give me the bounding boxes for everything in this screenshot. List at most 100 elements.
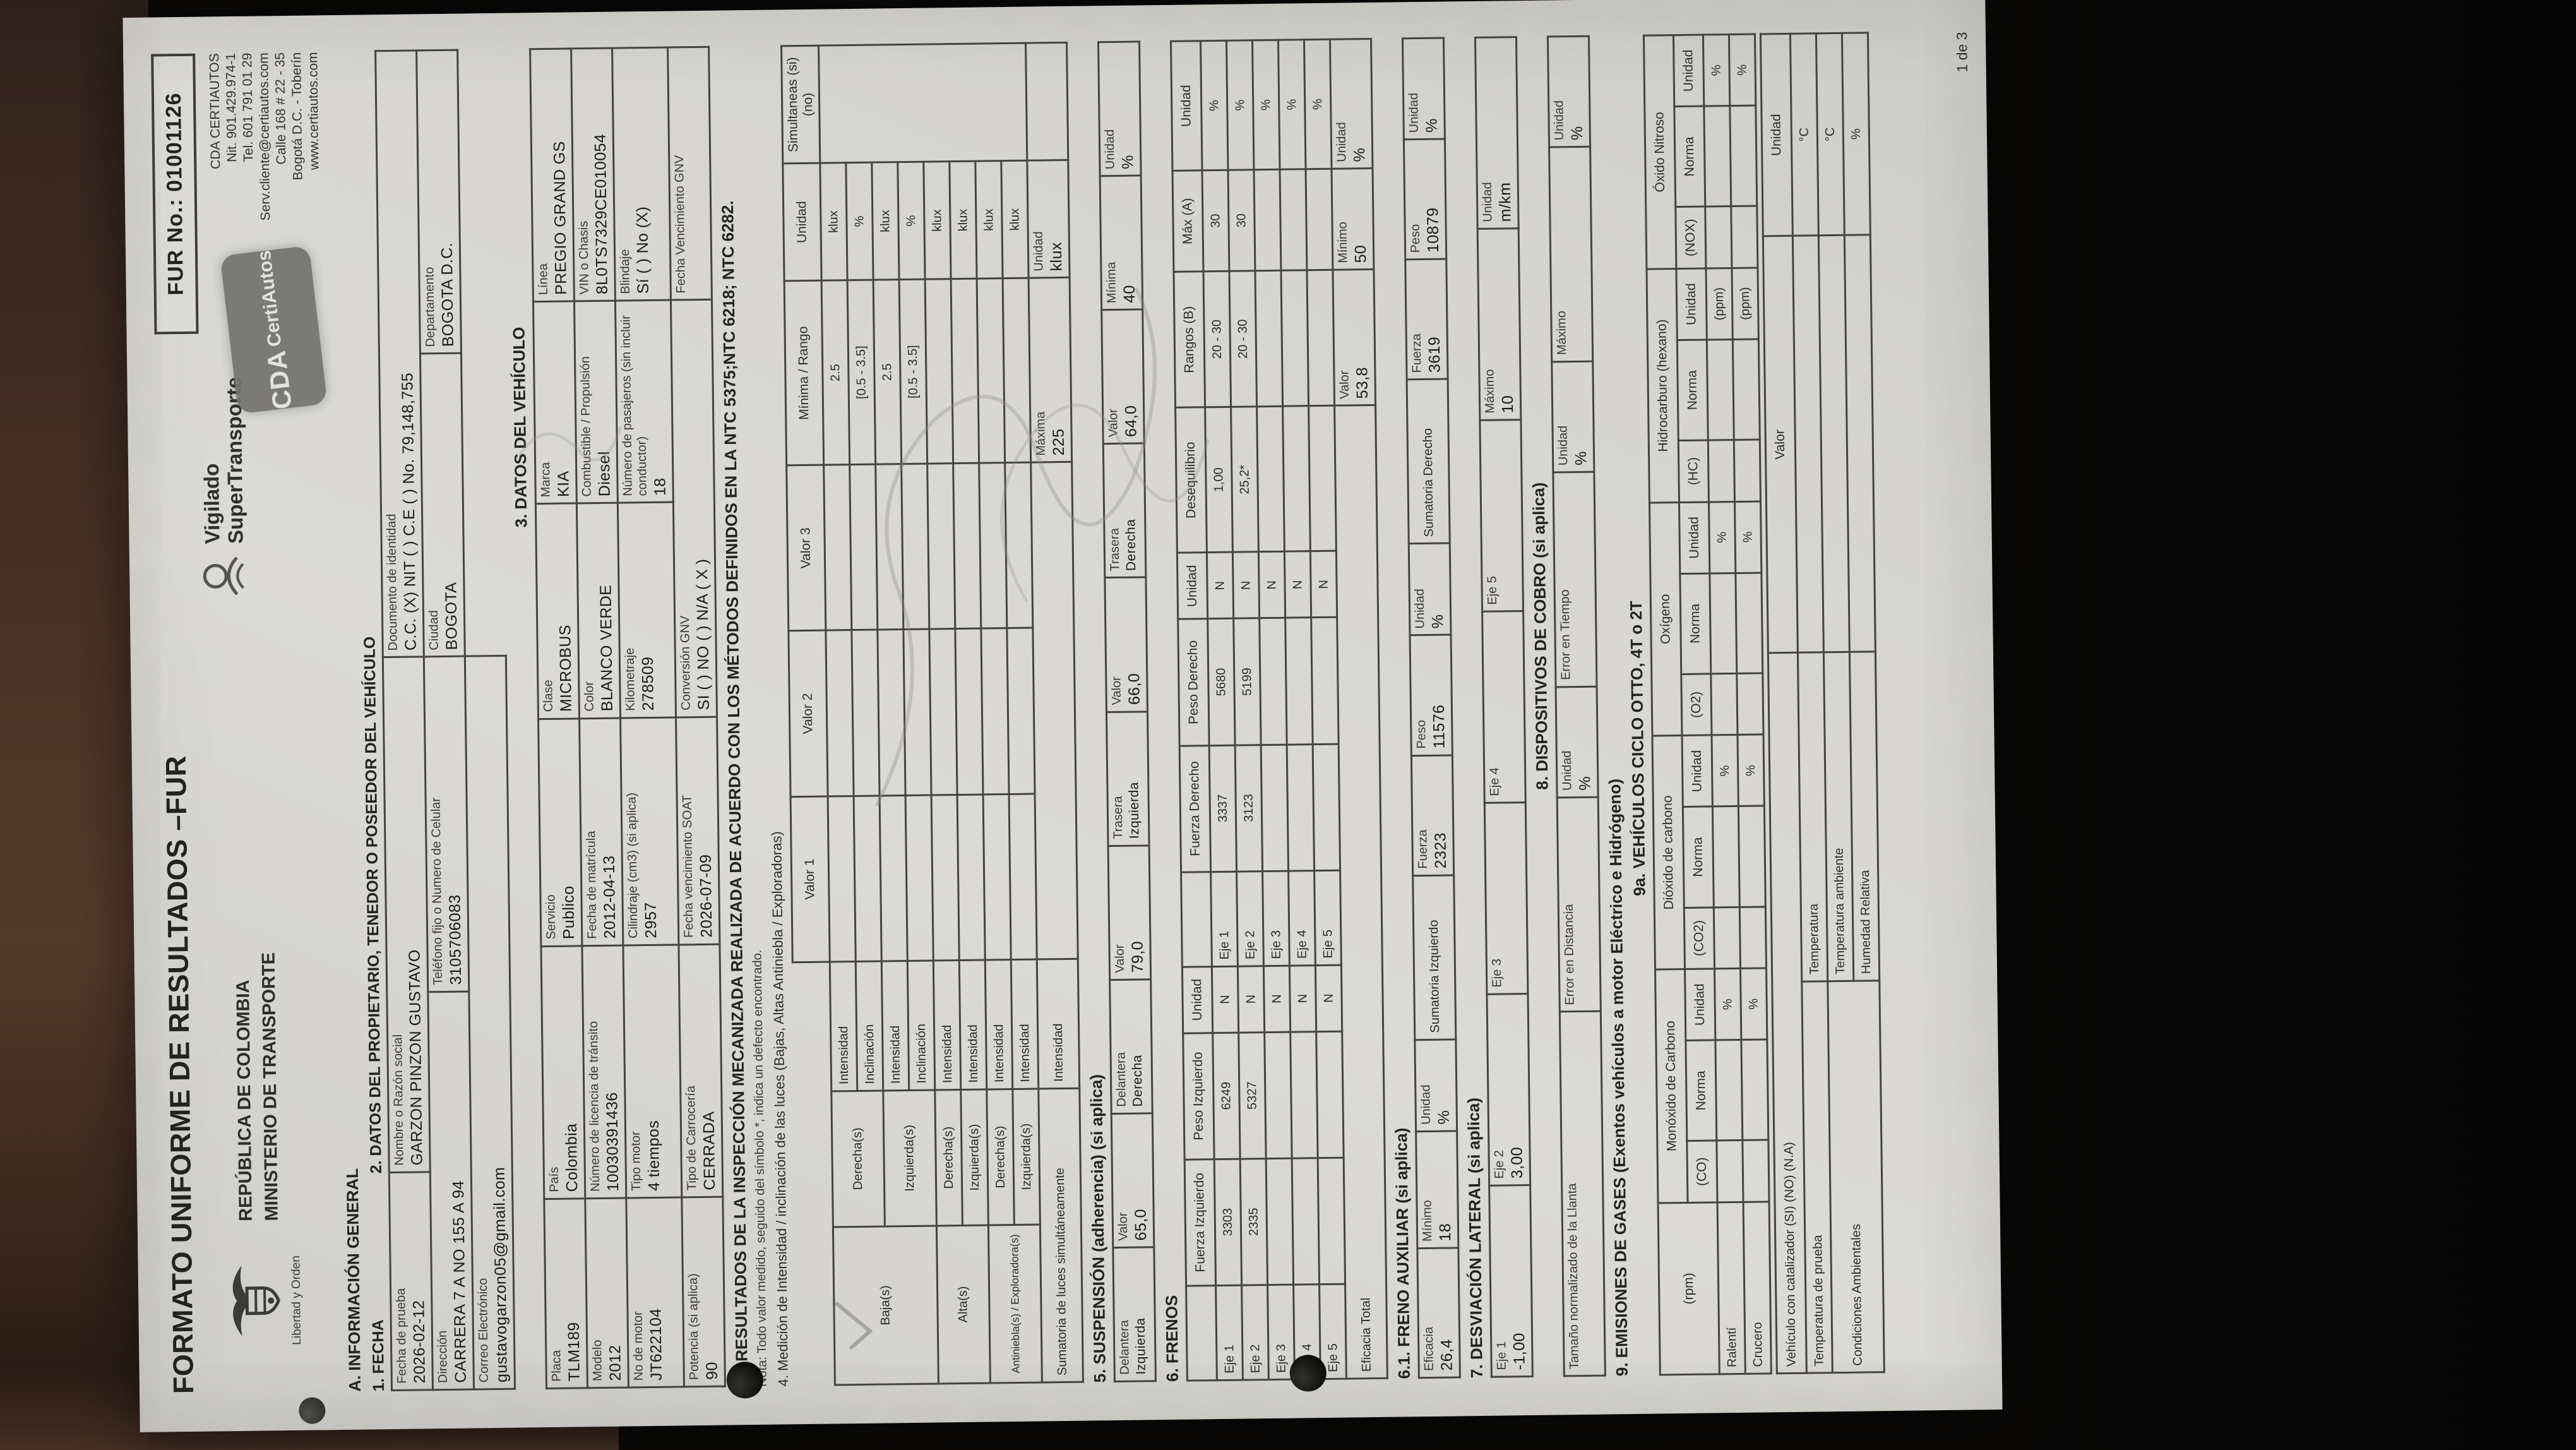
valor1-cell xyxy=(983,794,1011,960)
peso-izq xyxy=(1316,1031,1344,1158)
unit-cell: % xyxy=(897,162,926,280)
unit-cell: klux xyxy=(923,161,951,280)
col-valor3: Valor 3 xyxy=(786,465,826,632)
unidad-cell: % xyxy=(1708,501,1736,573)
max: 30 xyxy=(1228,169,1255,272)
valor2-cell xyxy=(981,628,1010,794)
fuerza-der xyxy=(1287,744,1315,871)
field-nombre: Nombre o Razón social GARZON PINZON GUSTA… xyxy=(383,657,431,1173)
cda-email: Serv.cliente@certiautos.com xyxy=(256,52,273,221)
unit-cell: klux xyxy=(1001,160,1029,279)
humedad-valor xyxy=(1844,235,1876,652)
measure-intensidad: Intensidad xyxy=(959,959,987,1090)
field-modelo: Modelo 2012 xyxy=(585,1197,629,1388)
temp-label: Temperatura xyxy=(1798,652,1828,981)
valor-cell xyxy=(1708,440,1735,502)
unidad-pct: % xyxy=(1304,39,1332,169)
form-title: FORMATO UNIFORME DE RESULTADOS –FUR xyxy=(159,755,200,1394)
vigilado-line1: Vigilado xyxy=(200,463,224,544)
valor1-cell xyxy=(880,795,908,961)
republic-lines: REPÚBLICA DE COLOMBIA MINISTERIO DE TRAN… xyxy=(222,952,303,1221)
col-peso-izq: Peso Izquierdo xyxy=(1183,1033,1215,1160)
min-cell xyxy=(977,278,1005,464)
field-pais: País Colombia xyxy=(540,945,585,1199)
axis-label: Eje 4 xyxy=(1288,870,1316,966)
unidad-cell: % xyxy=(1703,34,1730,107)
desv-unidad: Unidad m/km xyxy=(1475,37,1519,229)
aux-eficacia: Eficacia 26,4 xyxy=(1417,1247,1460,1378)
unidad-pct: % xyxy=(1226,40,1255,171)
measure-intensidad: Intensidad xyxy=(985,959,1013,1089)
llanta-cell: Tamaño normalizado de la Llanta xyxy=(1559,1011,1606,1376)
unidad-header: Unidad xyxy=(1685,969,1715,1041)
unit-cell: klux xyxy=(975,160,1003,279)
cobro-maximo: Máximo xyxy=(1549,147,1593,362)
valor1-cell xyxy=(905,794,934,961)
valor3-cell xyxy=(875,464,903,630)
cda-nit: Nit. 901.429.974-1 xyxy=(224,52,240,162)
susp-del-izq: Delantera Izquierda xyxy=(1112,1247,1156,1382)
measure-intensidad: Intensidad xyxy=(1037,958,1080,1089)
valor3-cell xyxy=(1005,462,1033,629)
valor1-cell xyxy=(828,796,856,962)
gas-symbol: (CO2) xyxy=(1684,907,1715,969)
frenos-axis-col2 xyxy=(1181,872,1212,967)
col-unidad-der: Unidad xyxy=(1177,553,1208,620)
luces-header-spacer xyxy=(792,962,835,1386)
owner-table: Fecha de prueba 2026-02-12 Nombre o Razón… xyxy=(374,49,516,1391)
unidad-header: Unidad xyxy=(1760,33,1793,237)
cobro-table: Tamaño normalizado de la Llanta Error en… xyxy=(1547,35,1606,1377)
peso-der: 5199 xyxy=(1233,618,1261,745)
cda-name: CDA CERTIAUTOS xyxy=(207,53,224,170)
rangos xyxy=(1280,270,1309,407)
unidad-izq: N xyxy=(1315,964,1342,1032)
fuerza-izq: 2335 xyxy=(1240,1158,1268,1286)
measure-intensidad: Intensidad xyxy=(1011,959,1039,1089)
temp-ambiente-label: Temperatura ambiente xyxy=(1823,652,1854,981)
fur-document: FORMATO UNIFORME DE RESULTADOS –FUR Libe… xyxy=(122,0,2003,1432)
empty-area xyxy=(458,49,506,656)
stamp-certiautos: CertiAutos xyxy=(253,249,286,348)
norma-header: Norma xyxy=(1674,106,1705,207)
gas-nox: Óxido Nitroso xyxy=(1643,35,1676,270)
valor-cell xyxy=(1742,1140,1770,1202)
field-kilometraje: Kilometraje 278509 xyxy=(617,502,676,718)
peso-der xyxy=(1285,618,1313,745)
field-color: Color BLANCO VERDE xyxy=(576,503,621,719)
unidad-izq: N xyxy=(1212,966,1239,1033)
valor2-cell xyxy=(903,629,932,796)
field-direccion: Dirección CARRERA 7 A NO 155 A 94 xyxy=(427,991,474,1390)
norma-header: Norma xyxy=(1683,806,1714,908)
field-licencia: Número de licencia de tránsito 1003039143… xyxy=(581,945,626,1199)
field-vencimiento-gnv: Fecha Vencimiento GNV xyxy=(667,47,712,301)
crest-icon xyxy=(232,1265,280,1336)
temp-ambiente-unidad: °C xyxy=(1816,33,1845,236)
frenos-table: Fuerza Izquierdo Peso Izquierdo Unidad F… xyxy=(1170,38,1388,1382)
valor2-cell xyxy=(877,630,906,796)
norma-cell xyxy=(1729,105,1757,207)
susp-minima: Mínima 40 xyxy=(1100,176,1143,310)
unit-cell: % xyxy=(845,162,874,280)
unidad-header: Unidad xyxy=(1676,268,1707,340)
ralenti-label: Ralentí xyxy=(1717,1202,1746,1374)
unidad-cell: (ppm) xyxy=(1731,267,1759,340)
field-blindaje: Blindaje Sí ( ) No (X) xyxy=(612,47,671,301)
col-peso-der: Peso Derecho xyxy=(1178,619,1210,746)
unit-cell: klux xyxy=(949,161,977,279)
min-cell xyxy=(1003,278,1031,463)
aux-unidad: Unidad% xyxy=(1414,1039,1457,1132)
gas-co2: Dióxido de carbono xyxy=(1652,735,1685,970)
valor3-cell xyxy=(849,464,878,631)
axis-label: Eje 5 xyxy=(1314,870,1342,966)
supertransporte-icon xyxy=(203,556,244,596)
desv-eje1: Eje 1 -1,00 xyxy=(1489,1185,1533,1377)
valor1-cell xyxy=(957,794,986,961)
cda-contact-block: CDA CERTIAUTOS Nit. 901.429.974-1 Tel. 6… xyxy=(206,52,323,221)
gas-symbol: (HC) xyxy=(1678,440,1709,503)
measure-inclinacion: Inclinación xyxy=(907,960,935,1091)
sumatoria-maxima: Máxima 225 xyxy=(1029,277,1072,463)
col-unidad-pct: Unidad xyxy=(1171,40,1203,171)
valor3-cell xyxy=(901,464,929,630)
error-tiempo-unidad: Unidad% xyxy=(1551,361,1594,472)
peso-izq xyxy=(1290,1031,1318,1158)
